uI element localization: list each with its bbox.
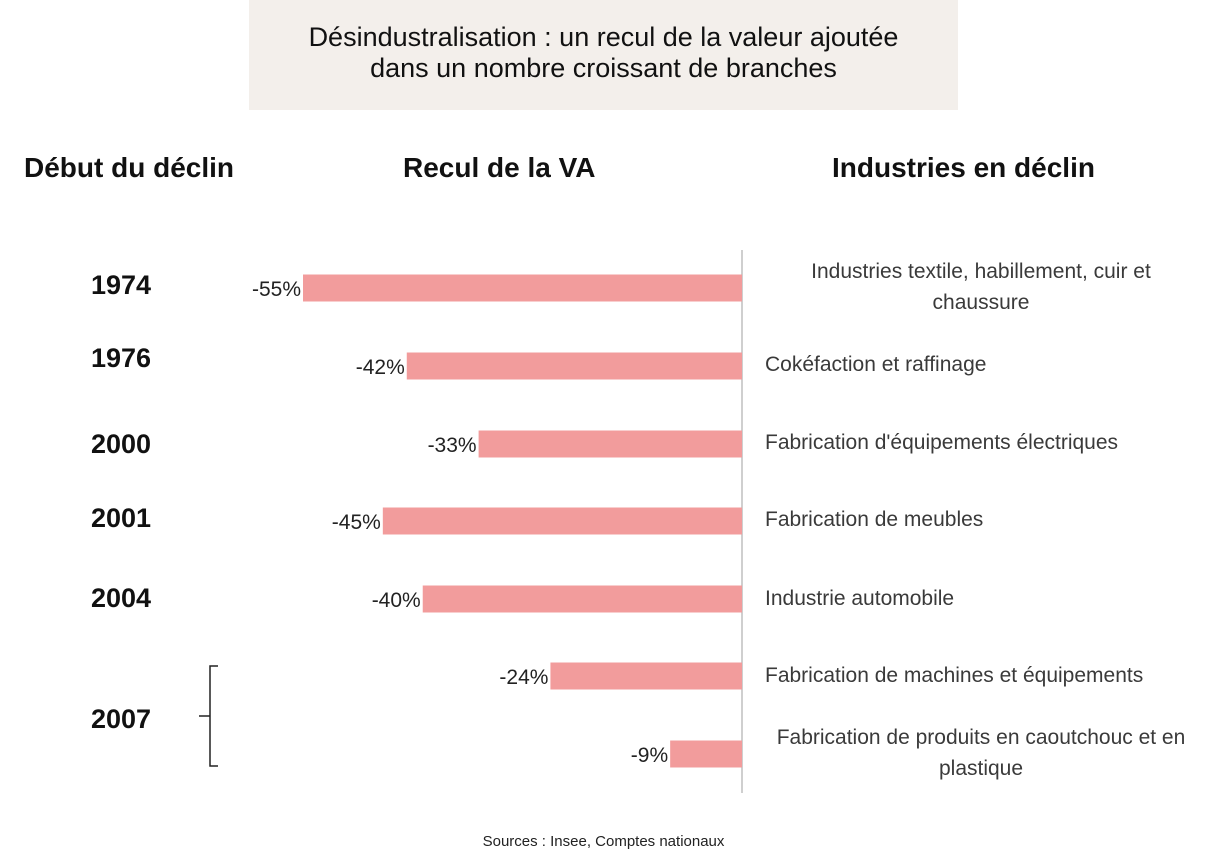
value-label: -24% [499, 666, 548, 689]
chart-title: Désindustralisation : un recul de la val… [249, 0, 958, 110]
year-label: 2001 [91, 503, 151, 533]
year-label: 1974 [91, 270, 151, 300]
value-label: -33% [428, 434, 477, 457]
column-header-year: Début du déclin [24, 152, 234, 183]
year-label: 2000 [91, 429, 151, 459]
year-bracket [199, 665, 218, 767]
column-header-industries: Industries en déclin [832, 152, 1095, 183]
bar [422, 585, 742, 613]
bar [406, 352, 742, 380]
value-label: -9% [631, 744, 668, 767]
industry-label: Industries textile, habillement, cuir et… [811, 260, 1151, 314]
value-label: -55% [252, 278, 301, 301]
bar [478, 430, 742, 458]
bar [303, 274, 742, 302]
year-label: 1976 [91, 343, 151, 373]
bar [670, 740, 742, 768]
column-header-va: Recul de la VA [403, 152, 596, 183]
industry-label: Fabrication de meubles [765, 508, 984, 531]
chart-title-line2: dans un nombre croissant de branches [370, 53, 837, 83]
chart-title-line1: Désindustralisation : un recul de la val… [308, 22, 899, 52]
value-label: -45% [332, 511, 381, 534]
source-note: Sources : Insee, Comptes nationaux [482, 833, 725, 850]
industry-label: Fabrication de machines et équipements [765, 664, 1144, 687]
year-label: 2004 [91, 583, 151, 613]
bar [550, 662, 742, 690]
industry-label: Fabrication d'équipements électriques [765, 431, 1119, 454]
year-label: 2007 [91, 704, 151, 734]
bar [382, 507, 742, 535]
industry-label: Fabrication de produits en caoutchouc et… [776, 726, 1186, 780]
value-label: -40% [372, 589, 421, 612]
industry-label: Cokéfaction et raffinage [765, 353, 987, 376]
industry-label: Industrie automobile [765, 587, 955, 610]
value-label: -42% [356, 356, 405, 379]
